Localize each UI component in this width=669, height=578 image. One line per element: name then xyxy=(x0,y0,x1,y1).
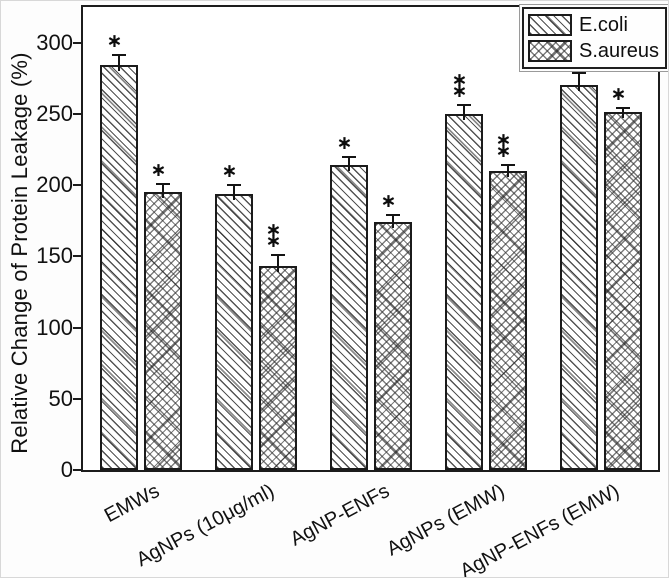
error-bar-cap xyxy=(456,104,471,107)
bar-e-coli-agnp-enfs xyxy=(329,165,368,470)
x-category-label: EMWs xyxy=(100,480,163,528)
error-bar-cap xyxy=(270,253,285,256)
error-bar-cap xyxy=(571,71,586,74)
y-tick-label: 100 xyxy=(36,314,73,340)
error-bar xyxy=(577,72,580,92)
error-bar xyxy=(347,156,350,172)
significance-annotation: ∗ xyxy=(221,160,238,183)
error-bar-cap xyxy=(500,164,515,167)
y-tick-mark xyxy=(73,326,81,329)
error-bar xyxy=(621,108,624,119)
legend-label: E.coli xyxy=(579,13,628,36)
error-bar-cap xyxy=(111,54,126,57)
significance-annotation: ∗∗ xyxy=(451,69,468,103)
bar-s-aureus-agnps-emw xyxy=(488,170,527,470)
y-tick-mark xyxy=(73,41,81,44)
y-tick-label: 50 xyxy=(48,385,73,411)
error-bar xyxy=(462,105,465,120)
error-bar-cap xyxy=(385,213,400,216)
y-tick-label: 300 xyxy=(36,29,73,55)
error-bar xyxy=(161,183,164,199)
y-tick-label: 0 xyxy=(60,457,73,482)
significance-annotation: ∗ xyxy=(610,83,627,106)
error-bar xyxy=(391,214,394,229)
significance-annotation: ∗∗ xyxy=(265,218,282,252)
x-category-label: AgNP-ENFs xyxy=(286,480,393,551)
bar-e-coli-emws xyxy=(99,65,138,470)
y-tick-mark xyxy=(73,255,81,258)
error-bar-cap xyxy=(155,182,170,185)
significance-annotation: ∗ xyxy=(380,189,397,212)
error-bar-cap xyxy=(615,107,630,110)
significance-annotation: ∗∗ xyxy=(495,129,512,163)
significance-annotation: ∗ xyxy=(106,30,123,53)
error-bar-cap xyxy=(341,155,356,158)
error-bar xyxy=(276,254,279,273)
y-tick-mark xyxy=(73,397,81,400)
error-bar-cap xyxy=(226,184,241,187)
legend-swatch-crosshatch-icon xyxy=(528,40,572,62)
error-bar xyxy=(506,165,509,177)
legend: E.coli S.aureus xyxy=(519,4,668,72)
y-tick-label: 150 xyxy=(36,243,73,269)
legend-item-s-aureus: S.aureus xyxy=(528,38,659,64)
bar-s-aureus-agnp-enfs-emw xyxy=(603,112,642,470)
bar-e-coli-agnps-emw xyxy=(444,113,483,470)
y-tick-mark xyxy=(73,112,81,115)
error-bar xyxy=(232,185,235,200)
legend-item-e-coli: E.coli xyxy=(528,12,659,38)
significance-annotation: ∗ xyxy=(336,131,353,154)
bar-e-coli-agnps-10-g-ml xyxy=(214,193,253,470)
bar-s-aureus-agnps-10-g-ml xyxy=(258,266,297,470)
legend-frame: E.coli S.aureus xyxy=(522,7,668,69)
legend-label: S.aureus xyxy=(579,39,660,62)
y-tick-label: 250 xyxy=(36,100,73,126)
legend-swatch-diagonal-icon xyxy=(528,14,572,36)
error-bar xyxy=(117,55,120,72)
bar-s-aureus-emws xyxy=(143,192,182,470)
bar-s-aureus-agnp-enfs xyxy=(373,222,412,470)
y-tick-label: 200 xyxy=(36,172,73,198)
significance-annotation: ∗ xyxy=(150,158,167,181)
y-tick-mark xyxy=(73,184,81,187)
bar-e-coli-agnp-enfs-emw xyxy=(559,85,598,470)
y-tick-mark xyxy=(73,469,81,471)
